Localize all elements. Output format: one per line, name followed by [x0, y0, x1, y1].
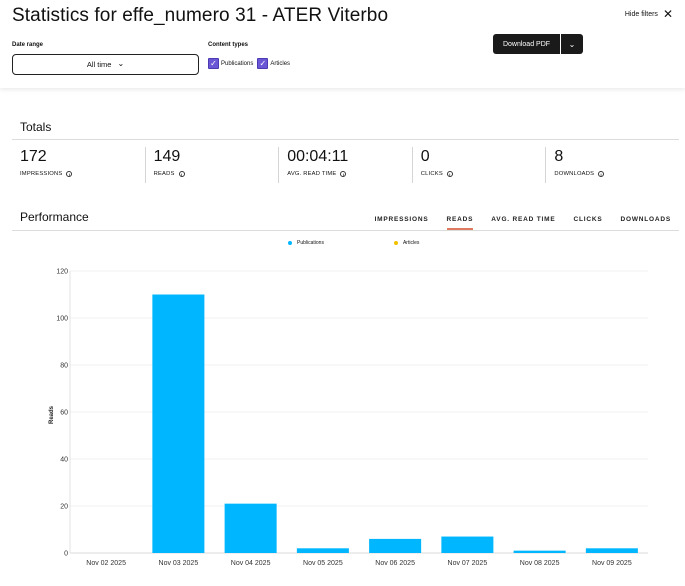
- stat-label: IMPRESSIONS: [20, 171, 63, 177]
- info-icon[interactable]: i: [178, 171, 185, 177]
- page-title: Statistics for effe_numero 31 - ATER Vit…: [12, 5, 389, 26]
- x-tick-label: Nov 07 2025: [448, 560, 488, 567]
- y-axis-title: Reads: [49, 405, 55, 424]
- y-tick-label: 60: [60, 410, 68, 417]
- stat-value: 0: [420, 148, 430, 165]
- date-range-value: All time: [86, 60, 112, 69]
- x-tick-label: Nov 09 2025: [592, 560, 632, 567]
- stat-value: 8: [554, 148, 564, 165]
- download-pdf-group: Download PDF ⌄: [493, 34, 583, 54]
- bar-nov-07-2025[interactable]: [441, 536, 494, 553]
- stat-clicks: 0 CLICKS i: [413, 147, 547, 183]
- tab-impressions[interactable]: IMPRESSIONS: [374, 216, 429, 223]
- legend-label-articles: Articles: [402, 240, 420, 246]
- stat-value: 172: [20, 148, 47, 165]
- bar-nov-08-2025[interactable]: [513, 550, 566, 553]
- publications-checkbox[interactable]: ✓: [208, 58, 219, 69]
- performance-tabs: IMPRESSIONS READS AVG. READ TIME CLICKS …: [375, 216, 671, 230]
- totals-title: Totals: [20, 120, 52, 134]
- chart-bars: [152, 294, 638, 554]
- stat-label: CLICKS: [420, 171, 443, 177]
- stat-value: 00:04:11: [287, 148, 349, 165]
- download-options-button[interactable]: ⌄: [561, 34, 583, 54]
- y-tick-label: 20: [60, 504, 68, 511]
- date-range-label: Date range: [12, 42, 44, 48]
- y-tick-label: 80: [60, 363, 68, 370]
- performance-title: Performance: [20, 210, 89, 224]
- info-icon[interactable]: i: [598, 171, 605, 177]
- x-tick-label: Nov 03 2025: [159, 560, 199, 567]
- filters-panel: Statistics for effe_numero 31 - ATER Vit…: [0, 0, 685, 88]
- y-tick-label: 120: [56, 269, 68, 276]
- stat-downloads: 8 DOWNLOADS i: [546, 147, 679, 183]
- totals-row: 172 IMPRESSIONS i 149 READS i 00:04:11 AVG…: [12, 147, 679, 183]
- performance-divider: [12, 230, 679, 231]
- y-tick-label: 40: [60, 457, 68, 464]
- x-tick-label: Nov 04 2025: [231, 560, 271, 567]
- legend-label-publications: Publications: [297, 240, 324, 246]
- legend-dot-publications: [288, 241, 292, 245]
- chevron-down-icon: ⌄: [117, 59, 125, 68]
- stat-label: READS: [153, 171, 175, 177]
- hide-filters-label: Hide filters: [624, 10, 658, 18]
- articles-checkbox[interactable]: ✓: [257, 58, 269, 69]
- content-types-label: Content types: [208, 42, 249, 48]
- stat-impressions: 172 IMPRESSIONS i: [12, 147, 146, 183]
- x-tick-label: Nov 08 2025: [520, 560, 560, 567]
- chevron-down-icon: ⌄: [568, 39, 576, 49]
- x-tick-label: Nov 05 2025: [303, 560, 343, 567]
- bar-nov-05-2025[interactable]: [296, 548, 349, 553]
- y-tick-label: 0: [64, 551, 68, 558]
- tab-reads[interactable]: READS: [446, 216, 474, 230]
- tab-downloads[interactable]: DOWNLOADS: [620, 216, 671, 223]
- stat-label: AVG. READ TIME: [287, 171, 337, 177]
- reads-bar-chart: Nov 02 2025 Nov 03 2025 Nov 04 2025 Nov 05 …: [49, 269, 648, 567]
- stat-label: DOWNLOADS: [554, 171, 595, 177]
- info-icon[interactable]: i: [340, 171, 347, 177]
- x-tick-label: Nov 02 2025: [86, 560, 126, 567]
- y-tick-label: 100: [56, 316, 68, 323]
- legend-item-articles[interactable]: Articles: [393, 240, 420, 246]
- bar-nov-09-2025[interactable]: [585, 548, 638, 553]
- content-types-group: ✓ Publications ✓ Articles: [208, 58, 292, 69]
- tab-clicks[interactable]: CLICKS: [573, 216, 603, 223]
- totals-divider: [12, 139, 679, 140]
- info-icon[interactable]: i: [66, 171, 73, 177]
- stat-reads: 149 READS i: [146, 147, 280, 183]
- x-tick-label: Nov 06 2025: [375, 560, 415, 567]
- download-pdf-button[interactable]: Download PDF: [493, 34, 560, 54]
- stat-avg-read-time: 00:04:11 AVG. READ TIME i: [279, 147, 413, 183]
- close-icon: ✕: [662, 7, 673, 21]
- articles-checkbox-label: Articles: [270, 60, 291, 67]
- chart-legend: Publications Articles: [288, 240, 419, 246]
- legend-item-publications[interactable]: Publications: [288, 240, 324, 246]
- hide-filters-button[interactable]: Hide filters ✕: [624, 7, 673, 21]
- legend-dot-articles: [393, 241, 398, 245]
- chart-x-labels: Nov 02 2025 Nov 03 2025 Nov 04 2025 Nov 05 …: [86, 560, 632, 567]
- bar-nov-03-2025[interactable]: [152, 294, 205, 554]
- bar-nov-06-2025[interactable]: [369, 538, 422, 553]
- stat-value: 149: [153, 148, 181, 165]
- info-icon[interactable]: i: [446, 171, 453, 177]
- bar-nov-04-2025[interactable]: [224, 503, 277, 553]
- tab-avg-read-time[interactable]: AVG. READ TIME: [491, 216, 556, 223]
- chart-y-labels: 0 20 40 60 80 100 120: [56, 269, 68, 558]
- publications-checkbox-label: Publications: [221, 60, 254, 67]
- date-range-select[interactable]: All time ⌄: [12, 54, 199, 75]
